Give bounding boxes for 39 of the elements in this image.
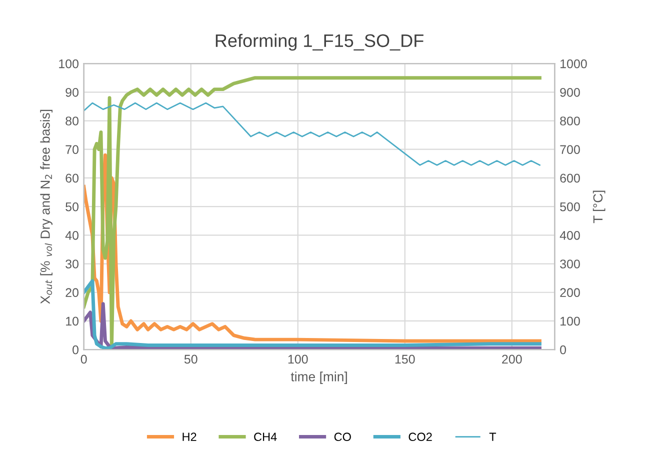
y-tick-label: 0	[72, 345, 78, 354]
y-axis-title: X$_{out}$ [% $_{vol}$ Dry and N$_{2}$ free basis]	[40, 110, 52, 304]
y2-tick-label: 900	[560, 88, 580, 97]
x-tick-label: 150	[395, 354, 415, 364]
x-tick-label: 50	[184, 354, 198, 364]
y-tick-label: 100	[59, 59, 78, 68]
y-tick-label: 20	[66, 288, 78, 298]
legend-label: CO	[334, 432, 351, 442]
legend-label: CO2	[408, 432, 432, 442]
legend-label: H2	[182, 432, 196, 441]
x-tick-label: 200	[502, 354, 522, 364]
y2-tick-label: 100	[560, 316, 580, 326]
y2-tick-label: 500	[560, 202, 580, 212]
line-series	[84, 102, 540, 166]
y2-tick-label: 400	[560, 230, 580, 240]
y2-tick-label: 200	[560, 288, 580, 298]
x-tick-label: 0	[80, 354, 87, 364]
y2-axis-title: T [°C]	[592, 190, 606, 224]
y-tick-label: 50	[66, 202, 78, 212]
y-tick-label: 60	[66, 174, 78, 183]
x-tick-label: 100	[288, 354, 308, 364]
line-series	[84, 302, 542, 350]
line-series	[84, 279, 542, 350]
y-tick-label: 80	[66, 116, 78, 126]
chart-title: Reforming 1_F15_SO_DF	[216, 34, 424, 51]
legend-label: T	[489, 432, 496, 441]
y-tick-label: 90	[66, 88, 78, 97]
y-tick-label: 30	[66, 260, 78, 268]
y-tick-label: 10	[66, 316, 78, 326]
y2-tick-label: 700	[560, 145, 580, 154]
y-tick-label: 70	[66, 145, 78, 154]
x-axis-title: time [min]	[290, 372, 347, 384]
y2-tick-label: 300	[560, 260, 580, 268]
y2-tick-label: 1000	[560, 59, 587, 68]
y2-tick-label: 0	[560, 345, 566, 354]
y2-tick-label: 800	[560, 116, 580, 126]
legend-label: CH4	[254, 432, 277, 442]
y2-tick-label: 600	[560, 174, 580, 183]
y-tick-label: 40	[65, 230, 78, 240]
